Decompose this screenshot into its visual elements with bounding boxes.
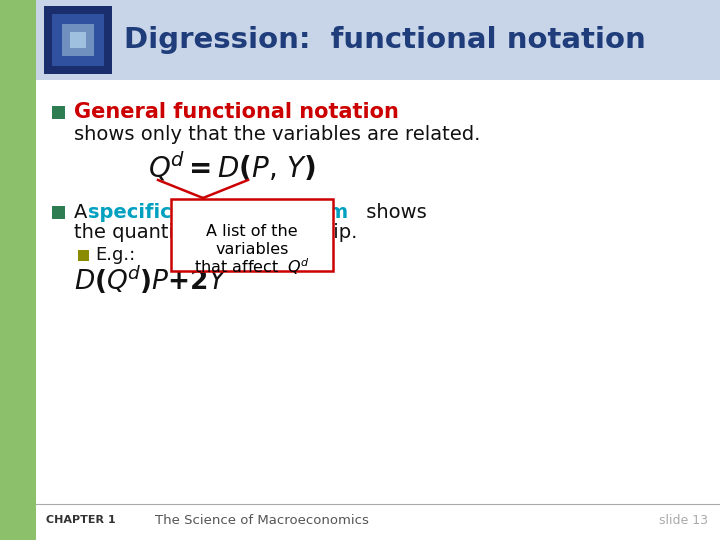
Text: Digression:  functional notation: Digression: functional notation xyxy=(124,26,646,54)
FancyBboxPatch shape xyxy=(171,199,333,271)
Bar xyxy=(36,0,720,80)
Bar xyxy=(52,106,65,119)
Text: specific functional form: specific functional form xyxy=(88,202,348,221)
Text: slide 13: slide 13 xyxy=(659,514,708,526)
Bar xyxy=(44,6,112,74)
Bar xyxy=(0,0,36,540)
Bar xyxy=(52,14,104,66)
Text: The Science of Macroeconomics: The Science of Macroeconomics xyxy=(155,514,369,526)
Text: variables: variables xyxy=(215,241,289,256)
Text: $\mathbf{\mathit{Q}}$$^{\mathbf{\mathit{d}}}$$\mathbf{ = }$$\mathbf{\mathit{D}}$: $\mathbf{\mathit{Q}}$$^{\mathbf{\mathit{… xyxy=(148,150,316,184)
Text: E.g.:: E.g.: xyxy=(95,246,135,264)
Bar xyxy=(52,206,65,219)
Bar xyxy=(78,250,89,261)
Text: A list of the: A list of the xyxy=(206,224,298,239)
Text: A: A xyxy=(74,202,94,221)
Text: the quantitative relationship.: the quantitative relationship. xyxy=(74,224,357,242)
Bar xyxy=(70,32,86,48)
Text: shows only that the variables are related.: shows only that the variables are relate… xyxy=(74,125,480,145)
Text: $\mathbf{\mathit{D}}$$\mathbf{(}$$\mathbf{\mathit{Q}}$$^{\mathbf{\mathit{d}}}$$\: $\mathbf{\mathit{D}}$$\mathbf{(}$$\mathb… xyxy=(74,264,228,296)
Bar xyxy=(62,24,94,56)
Text: CHAPTER 1: CHAPTER 1 xyxy=(46,515,116,525)
Text: General functional notation: General functional notation xyxy=(74,102,399,122)
Text: shows: shows xyxy=(360,202,427,221)
Text: that affect  $\mathbf{\mathit{Q}}$$^{\mathbf{\mathit{d}}}$: that affect $\mathbf{\mathit{Q}}$$^{\mat… xyxy=(194,256,310,278)
